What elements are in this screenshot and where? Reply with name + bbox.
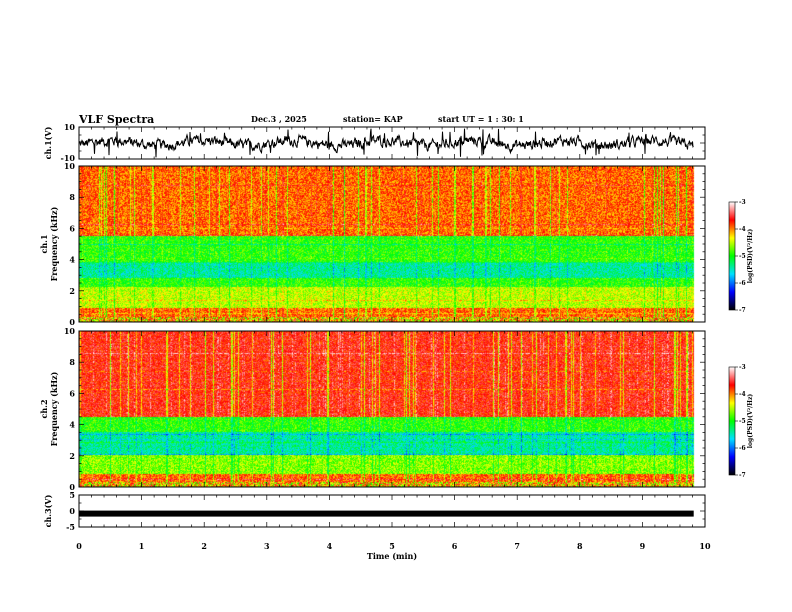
y-tick-label: 10 — [64, 326, 76, 336]
ch1-spectrogram-ytick-labels: 0 2 4 6 8 10 — [64, 161, 76, 327]
colorbar-tick-label: -3 — [739, 199, 746, 206]
ch2-spectrogram-heatmap — [79, 331, 705, 487]
colorbar-tick-label: -3 — [739, 364, 746, 371]
ch2-spectrogram-ylabel: Frequency (kHz) — [49, 371, 59, 446]
ch1-spectrogram-ticks — [78, 165, 706, 323]
ch1-spectrogram-ylabel: Frequency (kHz) — [49, 206, 59, 281]
ch2-spectrogram-ytick-labels: 0 2 4 6 8 10 — [64, 326, 76, 492]
ch1-voltage-trace — [78, 128, 694, 158]
ch1-ytick-bottom: -10 — [61, 153, 76, 163]
colorbar-tick-label: -4 — [739, 226, 746, 233]
x-tick-label: 6 — [452, 541, 458, 551]
colorbar-tick-label: -5 — [739, 253, 746, 260]
ch3-voltage-ticks — [78, 494, 706, 528]
colorbar-tick-label: -4 — [739, 391, 746, 398]
y-tick-label: 4 — [69, 255, 75, 265]
y-tick-label: 4 — [69, 420, 75, 430]
date-label: Dec.3 , 2025 — [251, 114, 307, 124]
y-tick-label: 8 — [69, 192, 75, 202]
colorbar-tick-label: -6 — [739, 280, 746, 287]
y-tick-label: 6 — [69, 223, 75, 233]
colorbar-tick-label: -7 — [739, 472, 746, 479]
y-tick-label: 2 — [69, 286, 75, 296]
ch1-spectrogram-panel: 0 2 4 6 8 10 ch.1 Frequency (kHz) — [39, 161, 706, 327]
y-tick-label: 2 — [69, 451, 75, 461]
x-axis-tick-labels: 0 1 2 3 4 5 6 7 8 9 10 — [76, 541, 711, 551]
ch2-colorbar-ticks: -7 -6 -5 -4 -3 — [735, 364, 746, 479]
x-tick-label: 5 — [389, 541, 395, 551]
y-tick-label: 10 — [64, 161, 76, 171]
x-axis-label: Time (min) — [367, 551, 417, 561]
colorbar-tick-label: -7 — [739, 307, 746, 314]
ch3-voltage-panel: 5 0 -5 ch.3(V) — [43, 490, 706, 532]
x-tick-label: 10 — [699, 541, 711, 551]
ch3-voltage-ylabel: ch.3(V) — [43, 494, 53, 527]
start-time-label: start UT = 1 : 30: 1 — [438, 114, 524, 124]
x-tick-label: 2 — [201, 541, 207, 551]
ch2-spectrogram-channel-label: ch.2 — [39, 399, 49, 418]
x-tick-label: 8 — [577, 541, 583, 551]
ch2-colorbar-gradient — [728, 366, 736, 476]
ch1-colorbar-gradient — [728, 201, 736, 311]
x-tick-label: 9 — [640, 541, 646, 551]
station-label: station= KAP — [343, 114, 403, 124]
ch2-colorbar-label: log(PSD)(V²/Hz) — [747, 394, 754, 449]
ch1-colorbar-ticks: -7 -6 -5 -4 -3 — [735, 199, 746, 314]
ch1-voltage-panel: 10 -10 ch.1(V) — [43, 122, 706, 163]
ch3-ytick-top: 5 — [69, 490, 75, 500]
colorbar-tick-label: -5 — [739, 418, 746, 425]
y-tick-label: 8 — [69, 357, 75, 367]
ch1-spectrogram-heatmap — [79, 166, 705, 322]
ch1-voltage-ylabel: ch.1(V) — [43, 126, 53, 159]
x-tick-label: 0 — [76, 541, 82, 551]
x-tick-label: 1 — [139, 541, 145, 551]
ch3-voltage-trace — [79, 510, 694, 517]
ch1-spectrogram-channel-label: ch.1 — [39, 234, 49, 253]
y-tick-label: 0 — [69, 482, 75, 492]
x-tick-label: 4 — [327, 541, 333, 551]
y-tick-label: 6 — [69, 388, 75, 398]
x-tick-label: 7 — [514, 541, 520, 551]
x-tick-label: 3 — [264, 541, 270, 551]
y-tick-label: 0 — [69, 317, 75, 327]
ch3-ytick-middle: 0 — [69, 506, 75, 516]
colorbar-tick-label: -6 — [739, 445, 746, 452]
ch2-colorbar: -7 -6 -5 -4 -3 log(PSD)(V²/Hz) — [728, 364, 754, 479]
ch2-spectrogram-panel: 0 2 4 6 8 10 ch.2 Frequency (kHz) — [39, 326, 706, 492]
ch1-colorbar: -7 -6 -5 -4 -3 log(PSD)(V²/Hz) — [728, 199, 754, 314]
ch1-ytick-top: 10 — [64, 122, 76, 132]
ch1-colorbar-label: log(PSD)(V²/Hz) — [747, 229, 754, 284]
ch3-ytick-bottom: -5 — [66, 522, 75, 532]
figure-title: VLF Spectra — [78, 113, 154, 126]
ch1-voltage-ticks — [78, 126, 706, 160]
ch2-spectrogram-ticks — [78, 330, 706, 488]
